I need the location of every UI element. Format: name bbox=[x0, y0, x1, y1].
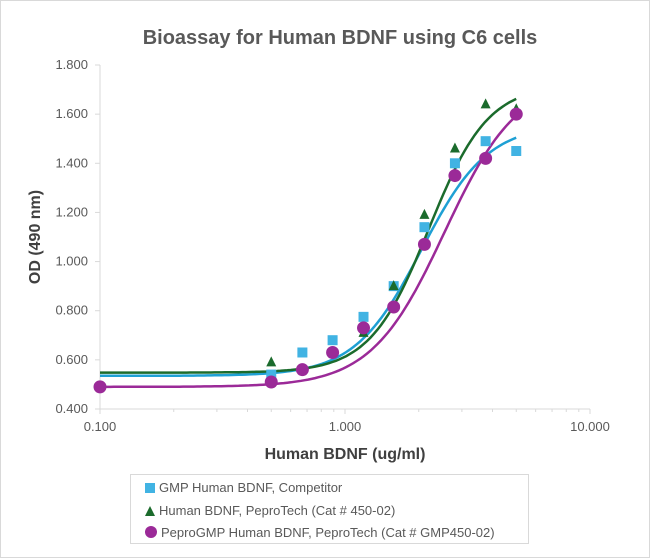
y-tick-label: 0.800 bbox=[55, 303, 88, 318]
data-point-triangle bbox=[388, 280, 399, 291]
data-point-circle bbox=[326, 345, 340, 359]
data-point-square bbox=[327, 335, 338, 346]
legend-item-peprogmp: PeproGMP Human BDNF, PeproTech (Cat # GM… bbox=[145, 524, 495, 542]
fit-curve-triangle bbox=[100, 97, 517, 374]
y-tick-label: 1.200 bbox=[55, 204, 88, 219]
y-tick-label: 1.600 bbox=[55, 106, 88, 121]
data-point-circle bbox=[509, 107, 523, 121]
x-axis: 0.100 1.000 10.000 bbox=[84, 408, 610, 434]
legend-item-competitor: GMP Human BDNF, Competitor bbox=[145, 479, 342, 497]
legend-label: PeproGMP Human BDNF, PeproTech (Cat # GM… bbox=[161, 525, 495, 540]
data-point-circle bbox=[387, 300, 401, 314]
x-tick-label: 1.000 bbox=[329, 419, 362, 434]
legend: GMP Human BDNF, Competitor Human BDNF, P… bbox=[130, 474, 529, 544]
circle-marker-icon bbox=[145, 525, 157, 543]
y-tick-label: 0.600 bbox=[55, 352, 88, 367]
data-point-square bbox=[511, 146, 522, 156]
data-point-circle bbox=[93, 380, 107, 394]
chart-area: Bioassay for Human BDNF using C6 cells 0… bbox=[27, 27, 610, 463]
legend-label: Human BDNF, PeproTech (Cat # 450-02) bbox=[159, 503, 396, 518]
data-point-square bbox=[449, 158, 460, 169]
y-tick-label: 1.400 bbox=[55, 155, 88, 170]
data-point-triangle bbox=[480, 98, 491, 109]
data-point-triangle bbox=[419, 208, 430, 219]
fit-curves bbox=[100, 97, 518, 389]
data-point-square bbox=[419, 222, 430, 233]
y-tick-label: 0.400 bbox=[55, 401, 88, 416]
data-point-square bbox=[266, 369, 277, 380]
data-point-circle bbox=[448, 169, 462, 183]
x-axis-label: Human BDNF (ug/ml) bbox=[265, 446, 426, 463]
y-tick-label: 1.800 bbox=[55, 57, 88, 72]
legend-item-peprotech: Human BDNF, PeproTech (Cat # 450-02) bbox=[145, 502, 395, 520]
y-tick-label: 1.000 bbox=[55, 254, 88, 269]
triangle-marker-icon bbox=[145, 503, 155, 521]
square-marker-icon bbox=[145, 480, 155, 498]
data-point-circle bbox=[479, 151, 493, 165]
legend-label: GMP Human BDNF, Competitor bbox=[159, 480, 343, 495]
x-tick-label: 10.000 bbox=[570, 419, 610, 434]
x-tick-label: 0.100 bbox=[84, 419, 117, 434]
data-point-square bbox=[480, 136, 491, 147]
y-axis-label: OD (490 nm) bbox=[27, 190, 44, 284]
data-points bbox=[93, 98, 523, 394]
data-point-circle bbox=[295, 363, 309, 377]
fit-curve-circle bbox=[100, 114, 518, 389]
data-point-triangle bbox=[266, 356, 277, 367]
data-point-circle bbox=[264, 375, 278, 389]
data-point-triangle bbox=[449, 142, 460, 153]
data-point-circle bbox=[417, 237, 431, 251]
data-point-circle bbox=[357, 321, 371, 335]
y-axis: 0.400 0.600 0.800 1.000 1.200 1.400 1.600 1.800 bbox=[55, 57, 101, 416]
chart-title: Bioassay for Human BDNF using C6 cells bbox=[143, 27, 538, 49]
data-point-square bbox=[297, 347, 308, 358]
data-point-square bbox=[358, 311, 369, 322]
